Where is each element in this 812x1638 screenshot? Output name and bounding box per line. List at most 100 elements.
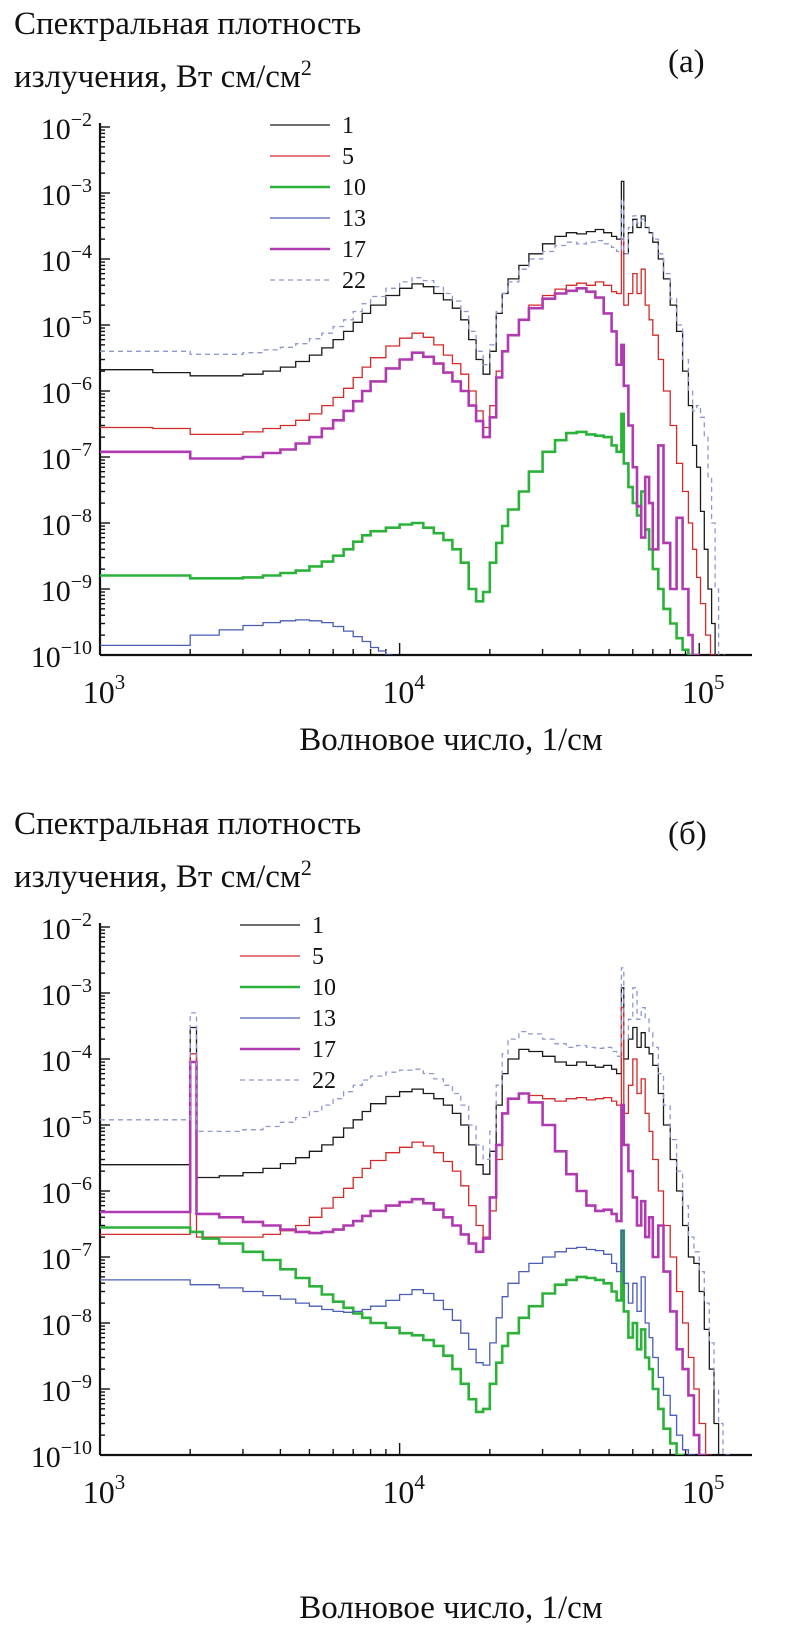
x-tick-label: 105 [682,1470,725,1510]
y-tick-label: 10−2 [41,909,92,946]
y-tick-label: 10−3 [41,175,92,212]
y-tick-label: 10−3 [41,975,92,1012]
y-tick-label-base: 10 [31,641,61,674]
y-tick-label-base: 10 [41,377,71,410]
x-tick-label-base: 10 [382,674,414,710]
y-tick-label-base: 10 [31,1441,61,1474]
series-line-17 [100,1060,707,1455]
chart-b: 10−210−310−410−510−610−710−810−910−10103… [31,909,752,1510]
y-tick-label: 10−7 [41,439,92,476]
y-axis-title-line1-b: Спектральная плотность [14,806,362,842]
x-tick-label-base: 10 [682,1474,714,1510]
y-tick-label-base: 10 [41,913,71,946]
y-tick-label-exp: −7 [71,439,92,461]
y-axis-title-line1-a: Спектральная плотность [14,6,362,42]
y-tick-label-base: 10 [41,509,71,542]
y-tick-label-base: 10 [41,575,71,608]
series-line-17 [100,287,700,655]
legend-label-22: 22 [342,268,366,294]
y-tick-label-exp: −8 [71,505,92,527]
y-tick-label-exp: −2 [71,909,92,931]
legend-label-17: 17 [342,237,366,263]
legend-label-17: 17 [312,1037,336,1063]
y-tick-label: 10−10 [31,1437,92,1474]
series-line-13 [100,1230,696,1455]
series-line-22 [100,198,726,655]
y-tick-label: 10−6 [41,373,92,410]
x-tick-label-exp: 4 [414,1470,425,1494]
legend-label-13: 13 [312,1006,336,1032]
y-tick-label-base: 10 [41,1177,71,1210]
x-tick-label-exp: 4 [414,670,425,694]
y-tick-label-base: 10 [41,1045,71,1078]
y-tick-label: 10−2 [41,109,92,146]
y-tick-label: 10−9 [41,1371,92,1408]
legend-label-5: 5 [342,144,354,170]
y-tick-label-exp: −3 [71,175,92,197]
x-tick-label: 103 [83,1470,126,1510]
y-tick-label-base: 10 [41,1243,71,1276]
x-tick-label: 105 [682,670,725,710]
panel-label-a: (a) [668,44,705,80]
y-tick-label-exp: −3 [71,975,92,997]
x-tick-label-exp: 5 [714,670,725,694]
y-tick-label-exp: −9 [71,571,92,593]
x-tick-label-exp: 3 [115,1470,126,1494]
y-tick-label-exp: −5 [71,1107,92,1129]
y-axis-title-b: Спектральная плотность излучения, Вт см/… [14,802,361,899]
legend-label-10: 10 [312,975,336,1001]
x-axis-title-b: Волновое число, 1/см [299,1590,603,1626]
y-tick-label-exp: −5 [71,307,92,329]
x-tick-label-base: 10 [382,1474,414,1510]
series-line-13 [100,619,393,655]
y-axis-title-exp-a: 2 [300,55,312,80]
y-tick-label-exp: −7 [71,1239,92,1261]
y-axis-title-line2-a: излучения, Вт см/см [14,59,301,95]
series-line-1 [100,180,722,655]
y-tick-label: 10−5 [41,1107,92,1144]
legend-label-13: 13 [342,206,366,232]
y-axis-title-a: Спектральная плотность излучения, Вт см/… [14,2,361,99]
y-tick-label-base: 10 [41,979,71,1012]
y-tick-label-exp: −6 [71,373,92,395]
series-group-a [100,180,726,655]
y-tick-label: 10−9 [41,571,92,608]
x-tick-label-exp: 3 [115,670,126,694]
y-tick-label: 10−4 [41,241,92,278]
y-tick-label-base: 10 [41,245,71,278]
y-tick-label-exp: −6 [71,1173,92,1195]
y-axis-title-exp-b: 2 [300,855,312,880]
series-line-22 [100,967,730,1455]
x-tick-label-base: 10 [83,1474,115,1510]
y-tick-label-exp: −9 [71,1371,92,1393]
y-tick-label-base: 10 [41,311,71,344]
y-tick-label: 10−6 [41,1173,92,1210]
x-tick-label-exp: 5 [714,1470,725,1494]
y-tick-label: 10−8 [41,505,92,542]
y-tick-label-base: 10 [41,113,71,146]
series-group-b [100,967,730,1455]
x-axis-title-a: Волновое число, 1/см [299,722,603,758]
y-tick-label-exp: −8 [71,1305,92,1327]
y-tick-label-exp: −4 [71,1041,92,1063]
y-tick-label: 10−5 [41,307,92,344]
series-line-5 [100,1006,713,1455]
y-tick-label-base: 10 [41,1375,71,1408]
legend-label-10: 10 [342,175,366,201]
y-tick-label: 10−7 [41,1239,92,1276]
y-tick-label-base: 10 [41,1309,71,1342]
chart-a: 10−210−310−410−510−610−710−810−910−10103… [31,109,752,710]
y-axis-title-line2-b: излучения, Вт см/см [14,859,301,895]
legend-label-5: 5 [312,944,324,970]
y-tick-label: 10−10 [31,637,92,674]
y-tick-label-base: 10 [41,443,71,476]
series-line-10 [100,1226,684,1455]
x-tick-label: 104 [382,670,425,710]
x-tick-label: 104 [382,1470,425,1510]
legend-label-1: 1 [342,113,354,139]
y-tick-label-base: 10 [41,1111,71,1144]
x-tick-label: 103 [83,670,126,710]
y-tick-label-exp: −10 [61,1437,92,1459]
legend-label-1: 1 [312,913,324,939]
x-tick-label-base: 10 [682,674,714,710]
